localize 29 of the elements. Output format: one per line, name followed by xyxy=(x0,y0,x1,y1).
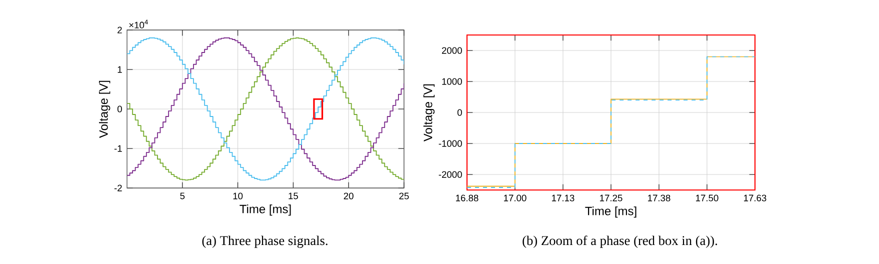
x-axis-title: Time [ms] xyxy=(240,204,291,216)
x-tick-label: 17.38 xyxy=(648,194,670,202)
text: ×10$^{4}$ xyxy=(129,20,148,28)
x-tick-label: 17.25 xyxy=(600,194,622,202)
text: (b) Zoom of a phase (red box in (a)). xyxy=(522,236,718,248)
y-tick-label: -1 xyxy=(114,145,122,152)
y-tick-label: -2 xyxy=(114,184,122,192)
x-axis-title: Time [ms] xyxy=(585,206,636,218)
x-tick-label: 17.50 xyxy=(696,194,718,202)
y-axis-title: Voltage [V] xyxy=(423,84,435,142)
y-tick-label: 1 xyxy=(118,66,122,73)
y-tick-label: 1000 xyxy=(442,78,462,85)
y-tick-label: -1000 xyxy=(438,140,462,147)
y-axis-title: Voltage [V] xyxy=(99,80,110,138)
y-tick-label: -2000 xyxy=(438,171,462,178)
x-tick-label: 25 xyxy=(399,192,409,200)
x-tick-label: 10 xyxy=(233,192,243,200)
x-tick-label: 17.00 xyxy=(504,194,526,202)
x-tick-label: 15 xyxy=(288,192,298,200)
x-tick-label: 20 xyxy=(344,192,354,200)
y-tick-label: 2000 xyxy=(442,47,462,54)
x-tick-label: 5 xyxy=(180,192,185,200)
y-tick-label: 2 xyxy=(118,26,122,34)
text: (a) Three phase signals. xyxy=(202,236,328,248)
x-tick-label: 17.63 xyxy=(744,194,766,202)
y-tick-label: 0 xyxy=(457,109,462,116)
y-tick-label: 0 xyxy=(117,106,122,112)
x-tick-label: 16.88 xyxy=(456,194,478,202)
x-tick-label: 17.13 xyxy=(552,194,574,202)
